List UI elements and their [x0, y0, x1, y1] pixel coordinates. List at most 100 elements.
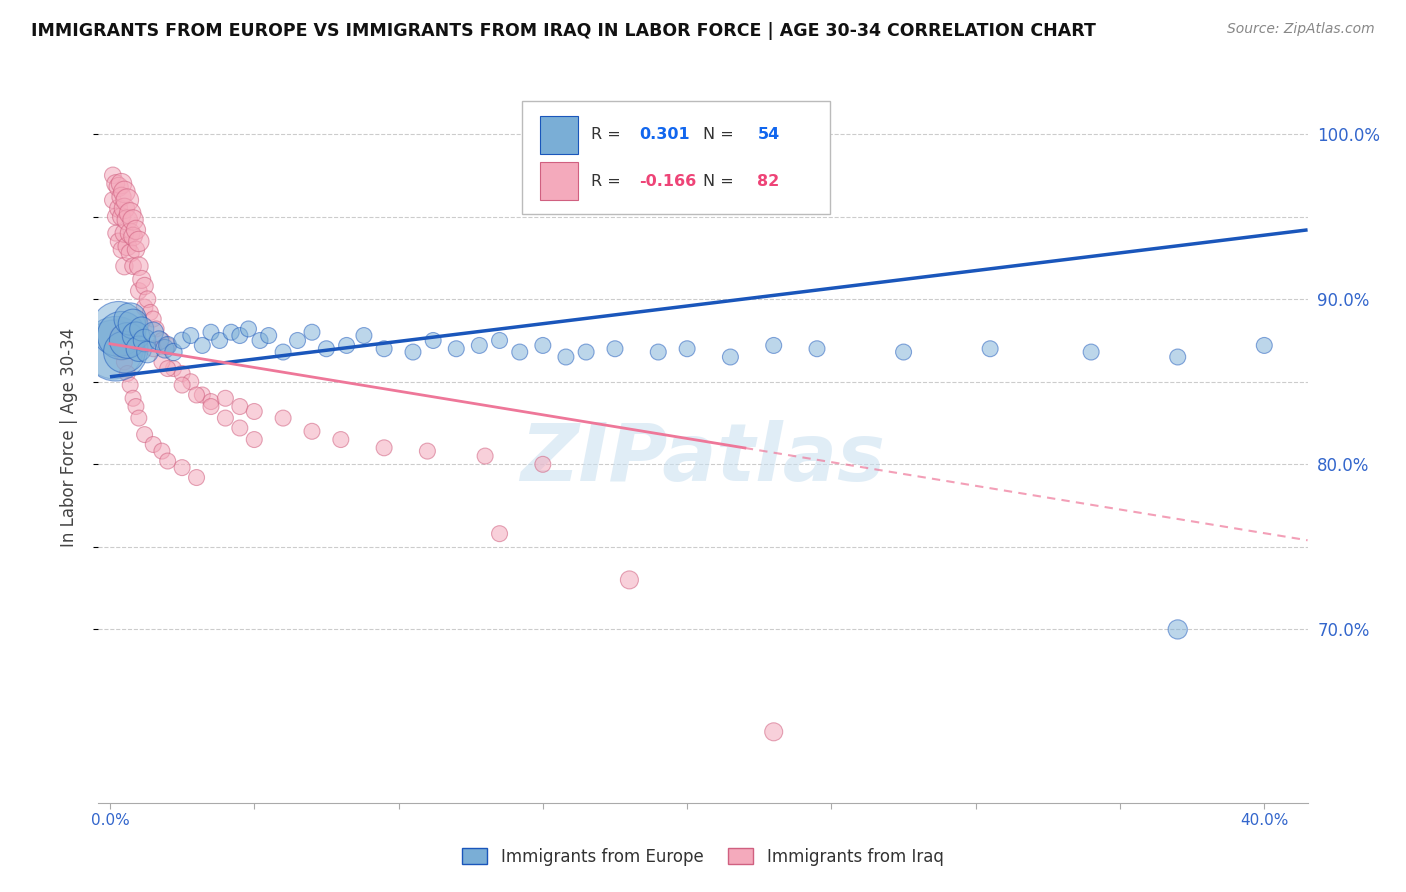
- Point: [120, 226, 142, 240]
- Point: [229, 421, 252, 435]
- Point: [219, 325, 242, 339]
- Point: [156, 338, 179, 352]
- Point: [214, 411, 236, 425]
- Point: [287, 334, 309, 348]
- Point: [180, 328, 202, 343]
- Point: [139, 305, 162, 319]
- Point: [128, 259, 150, 273]
- Point: [150, 444, 173, 458]
- Point: [208, 334, 231, 348]
- Point: [446, 342, 468, 356]
- Point: [104, 342, 127, 356]
- Point: [110, 345, 132, 359]
- Point: [112, 185, 135, 199]
- Text: R =: R =: [591, 128, 626, 143]
- Point: [131, 272, 153, 286]
- Point: [336, 338, 359, 352]
- Point: [271, 345, 294, 359]
- Legend: Immigrants from Europe, Immigrants from Iraq: Immigrants from Europe, Immigrants from …: [456, 841, 950, 872]
- Point: [172, 460, 194, 475]
- Point: [893, 345, 915, 359]
- Text: 0.301: 0.301: [638, 128, 689, 143]
- Point: [555, 350, 578, 364]
- Point: [120, 246, 142, 260]
- Point: [762, 338, 785, 352]
- FancyBboxPatch shape: [540, 116, 578, 154]
- Point: [112, 202, 135, 216]
- Point: [107, 235, 129, 249]
- Point: [117, 213, 139, 227]
- Point: [647, 345, 669, 359]
- Point: [142, 312, 165, 326]
- FancyBboxPatch shape: [540, 162, 578, 200]
- Point: [186, 470, 208, 484]
- Point: [271, 411, 294, 425]
- Point: [120, 378, 142, 392]
- Text: 82: 82: [758, 174, 780, 188]
- Point: [249, 334, 271, 348]
- Point: [117, 193, 139, 207]
- Text: 54: 54: [758, 128, 780, 143]
- Point: [117, 334, 139, 348]
- Point: [122, 392, 145, 406]
- Point: [238, 322, 260, 336]
- Point: [156, 338, 179, 352]
- Point: [619, 573, 641, 587]
- Point: [329, 433, 352, 447]
- Text: R =: R =: [591, 174, 626, 188]
- Point: [104, 226, 127, 240]
- Point: [156, 361, 179, 376]
- Point: [125, 243, 148, 257]
- Point: [104, 210, 127, 224]
- Point: [1080, 345, 1102, 359]
- Point: [191, 388, 214, 402]
- Point: [200, 400, 222, 414]
- Point: [110, 210, 132, 224]
- Point: [422, 334, 444, 348]
- Point: [110, 190, 132, 204]
- Point: [200, 325, 222, 339]
- Point: [122, 213, 145, 227]
- Point: [373, 441, 395, 455]
- Point: [128, 235, 150, 249]
- Point: [136, 292, 159, 306]
- Point: [575, 345, 598, 359]
- Point: [122, 259, 145, 273]
- Point: [112, 345, 135, 359]
- Point: [488, 526, 510, 541]
- Point: [229, 328, 252, 343]
- Point: [107, 180, 129, 194]
- Point: [468, 338, 491, 352]
- Point: [150, 355, 173, 369]
- Point: [145, 322, 167, 336]
- Point: [156, 454, 179, 468]
- Point: [416, 444, 439, 458]
- Point: [142, 342, 165, 356]
- Point: [128, 284, 150, 298]
- Point: [257, 328, 280, 343]
- Point: [134, 301, 156, 315]
- Point: [301, 425, 323, 439]
- Point: [162, 361, 184, 376]
- Point: [117, 367, 139, 381]
- Point: [125, 223, 148, 237]
- Point: [142, 437, 165, 451]
- Point: [1167, 350, 1189, 364]
- Text: Source: ZipAtlas.com: Source: ZipAtlas.com: [1227, 22, 1375, 37]
- Point: [112, 226, 135, 240]
- Point: [107, 202, 129, 216]
- Point: [112, 259, 135, 273]
- Point: [148, 334, 170, 348]
- Point: [172, 334, 194, 348]
- Point: [488, 334, 510, 348]
- Point: [531, 458, 554, 472]
- Point: [603, 342, 626, 356]
- Point: [122, 317, 145, 331]
- Point: [101, 342, 124, 356]
- Point: [172, 378, 194, 392]
- Point: [531, 338, 554, 352]
- Point: [153, 342, 176, 356]
- Point: [162, 345, 184, 359]
- Y-axis label: In Labor Force | Age 30-34: In Labor Force | Age 30-34: [59, 327, 77, 547]
- Point: [110, 177, 132, 191]
